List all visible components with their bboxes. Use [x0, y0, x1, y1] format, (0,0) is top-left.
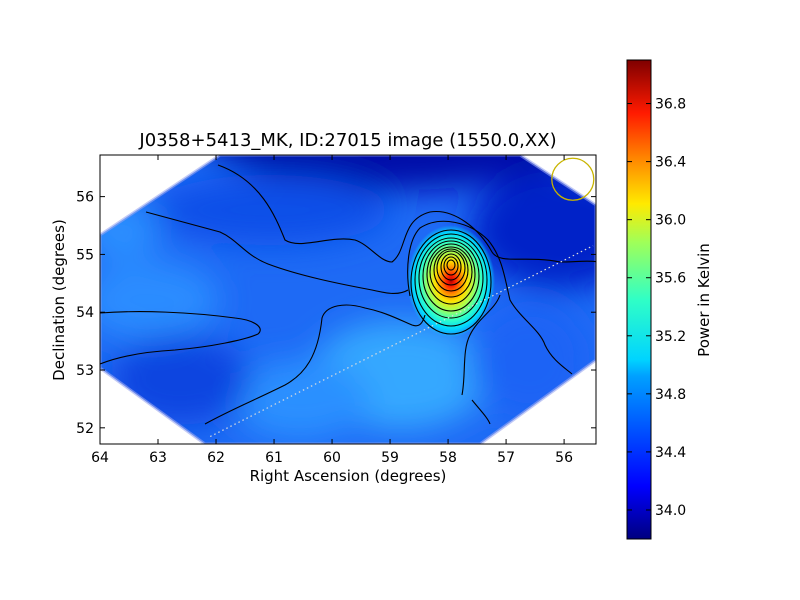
x-tick-label: 58: [439, 450, 457, 466]
colorbar-tick-label: 36.0: [655, 213, 686, 229]
contour-line: [418, 237, 484, 319]
contour-line: [100, 311, 261, 365]
y-ticks: 52 53 54 55 56: [76, 190, 596, 437]
contour-line: [429, 246, 473, 298]
x-tick-label: 64: [91, 450, 109, 466]
x-tick-label: 57: [497, 450, 515, 466]
y-tick-label: 52: [76, 421, 94, 437]
colorbar-ticks: 34.0 34.4 34.8 35.2 35.6 36.0 36.4 36.8: [627, 97, 686, 519]
contour-line: [440, 253, 462, 281]
contour-line: [410, 229, 492, 335]
chart-title: J0358+5413_MK, ID:27015 image (1550.0,XX…: [138, 130, 556, 151]
x-tick-label: 56: [555, 450, 573, 466]
contour-line: [426, 243, 476, 305]
colorbar-tick-label: 34.8: [655, 387, 686, 403]
contour-line: [217, 164, 596, 263]
contour-line: [436, 250, 466, 286]
x-tick-label: 62: [207, 450, 225, 466]
x-tick-label: 60: [323, 450, 341, 466]
y-tick-label: 54: [76, 305, 94, 321]
contour-line: [407, 220, 573, 375]
contour-line: [145, 211, 409, 294]
colorbar-bar: [626, 59, 652, 540]
heatmap-image: [100, 155, 596, 444]
contour-line: [471, 399, 491, 425]
contour-line: [443, 256, 459, 276]
plot-frame: [99, 154, 597, 445]
colorbar-label: Power in Kelvin: [695, 243, 713, 357]
beam-marker: [551, 157, 595, 201]
x-tick-label: 59: [381, 450, 399, 466]
contour-line: [446, 259, 456, 271]
y-tick-label: 53: [76, 363, 94, 379]
contour-line: [433, 248, 469, 292]
contour-line: [422, 240, 480, 312]
colorbar-tick-label: 35.6: [655, 271, 686, 287]
x-tick-label: 61: [265, 450, 283, 466]
contour-line: [461, 294, 501, 396]
x-axis-label: Right Ascension (degrees): [250, 467, 447, 485]
contour-line: [414, 233, 488, 327]
colorbar-tick-label: 34.4: [655, 445, 686, 461]
colorbar-tick-label: 36.8: [655, 97, 686, 113]
x-tick-label: 63: [149, 450, 167, 466]
y-tick-label: 56: [76, 190, 94, 206]
contour-lines: [100, 164, 596, 425]
y-tick-label: 55: [76, 247, 94, 263]
y-axis-label: Declination (degrees): [50, 219, 68, 381]
colorbar: 34.0 34.4 34.8 35.2 35.6 36.0 36.4 36.8 Power i…: [626, 59, 713, 540]
contour-line: [204, 304, 426, 425]
colorbar-tick-label: 36.4: [655, 155, 686, 171]
scan-line: [209, 245, 594, 438]
colorbar-tick-label: 35.2: [655, 329, 686, 345]
colorbar-tick-label: 34.0: [655, 503, 686, 519]
x-ticks: 64 63 62 61 60 59 58 57 56: [91, 155, 573, 466]
